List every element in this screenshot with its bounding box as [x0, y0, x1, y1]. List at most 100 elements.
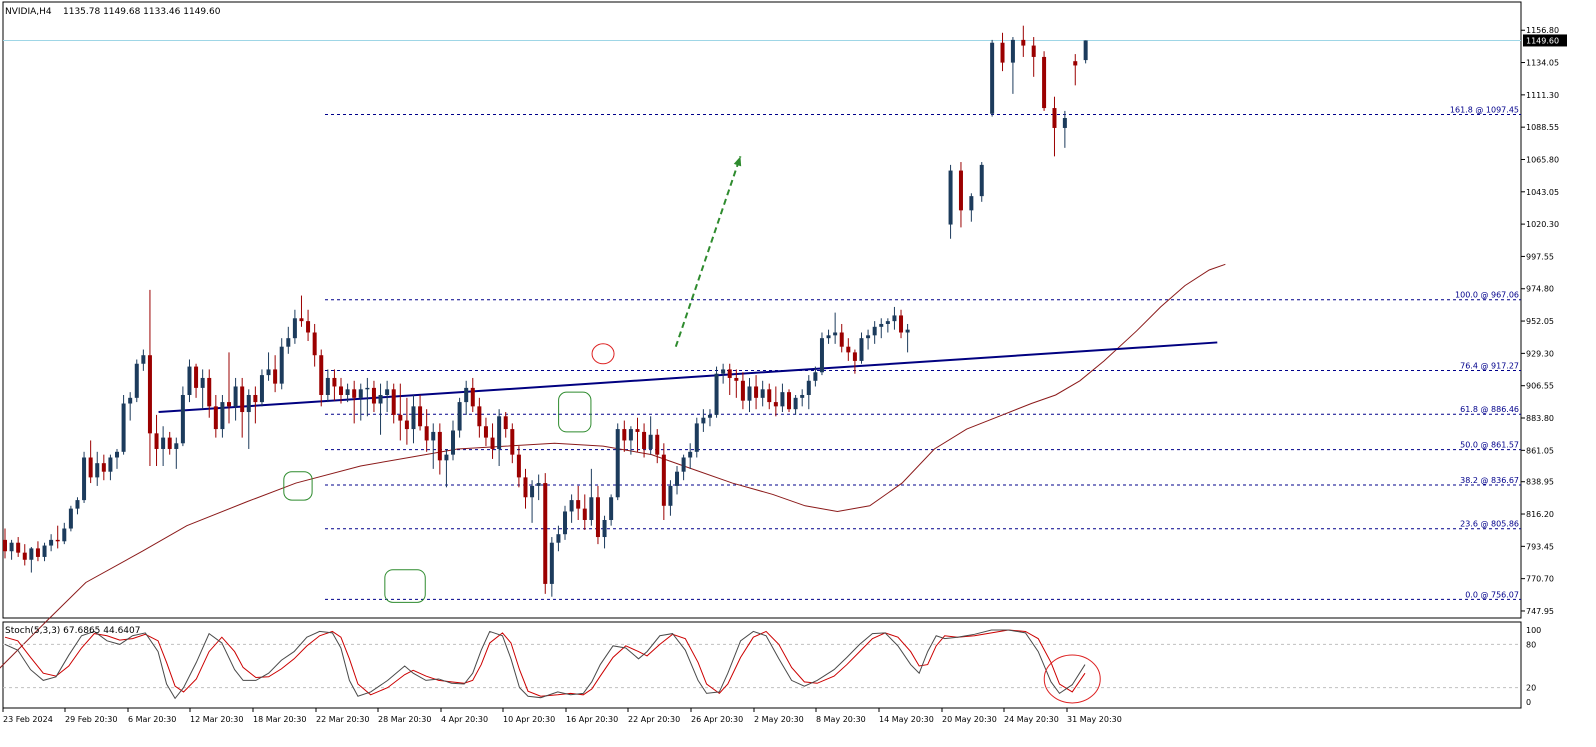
candle-body	[29, 548, 34, 560]
candle	[969, 193, 974, 222]
candle-body	[431, 431, 436, 441]
candle-body	[1083, 40, 1088, 61]
y-tick-label: 838.95	[1526, 478, 1554, 487]
highlight-box	[558, 391, 592, 433]
x-tick-label: 18 Mar 20:30	[253, 715, 306, 724]
candle-body	[483, 426, 488, 438]
x-tick-label: 26 Apr 20:30	[691, 715, 743, 724]
candle	[1042, 51, 1047, 111]
candle-body	[292, 318, 297, 339]
candle	[279, 338, 284, 390]
candle	[451, 420, 456, 461]
candle	[516, 446, 521, 488]
candle	[819, 332, 824, 376]
candle-body	[885, 321, 890, 324]
candle	[431, 423, 436, 469]
candle	[642, 423, 647, 458]
candle	[371, 380, 376, 413]
candle-body	[477, 406, 482, 427]
candle	[9, 539, 14, 560]
candle-body	[846, 346, 851, 353]
candle-body	[979, 164, 984, 197]
candle	[266, 352, 271, 381]
candle	[49, 534, 54, 552]
candle-body	[154, 433, 159, 449]
candle	[312, 323, 317, 367]
x-tick-label: 14 May 20:30	[879, 715, 934, 724]
candle	[174, 437, 179, 469]
candle-body	[312, 332, 317, 356]
candle	[82, 451, 87, 503]
candle-body	[35, 548, 40, 557]
candle	[121, 394, 126, 455]
candle-body	[444, 454, 449, 461]
candle	[780, 383, 785, 413]
candle	[147, 289, 152, 467]
candle-body	[543, 483, 548, 584]
candle	[885, 318, 890, 333]
candle	[1073, 54, 1078, 86]
candle-body	[536, 483, 541, 486]
candle	[378, 383, 383, 435]
candle	[246, 389, 251, 449]
candle-body	[213, 406, 218, 430]
candle	[1010, 37, 1015, 94]
candle	[233, 377, 238, 421]
candle	[128, 392, 133, 421]
candle-body	[714, 373, 719, 415]
candle	[404, 397, 409, 445]
candle-body	[556, 534, 561, 543]
candle	[358, 383, 363, 421]
candle-body	[740, 380, 745, 401]
candle	[418, 394, 423, 431]
candle	[747, 377, 752, 413]
candle	[833, 312, 838, 344]
fib-level-label: 38.2 @ 836.67	[1460, 476, 1519, 485]
candle	[688, 443, 693, 469]
candle	[286, 326, 291, 354]
candle	[543, 473, 548, 594]
y-tick-label: 1088.55	[1526, 123, 1559, 132]
candle	[154, 414, 159, 467]
candle	[754, 375, 759, 410]
candle-body	[879, 323, 884, 327]
candle-body	[3, 539, 7, 552]
candle-body	[990, 42, 995, 114]
candle-body	[958, 170, 963, 211]
candle	[589, 468, 594, 526]
candle	[681, 454, 686, 481]
arrow-head	[733, 156, 742, 167]
candle	[582, 494, 587, 530]
candle-body	[55, 539, 60, 542]
candle-body	[859, 338, 864, 361]
candle-body	[332, 377, 337, 387]
stoch-highlight-circle	[1043, 654, 1101, 704]
candle	[444, 448, 449, 488]
stoch-pane-frame	[2, 621, 1522, 709]
candle	[115, 448, 120, 469]
price-pane-frame	[2, 1, 1522, 619]
candle-body	[497, 416, 502, 449]
candle	[872, 321, 877, 344]
candle	[734, 369, 739, 398]
candle-body	[167, 437, 172, 449]
candle	[563, 505, 568, 540]
candle-body	[655, 434, 660, 455]
candle-body	[1021, 39, 1026, 46]
candle-body	[688, 451, 693, 458]
candle-body	[345, 389, 350, 395]
candle	[846, 338, 851, 361]
candle	[88, 440, 93, 484]
x-tick-label: 8 May 20:30	[816, 715, 866, 724]
x-tick-label: 24 May 20:30	[1004, 715, 1059, 724]
candle-body	[187, 366, 192, 395]
candle-body	[319, 355, 324, 395]
candle	[437, 423, 442, 475]
candle	[180, 386, 185, 447]
candle	[701, 409, 706, 432]
candle	[398, 383, 403, 441]
candle-body	[523, 477, 528, 498]
candle	[213, 394, 218, 438]
candle	[325, 369, 330, 403]
